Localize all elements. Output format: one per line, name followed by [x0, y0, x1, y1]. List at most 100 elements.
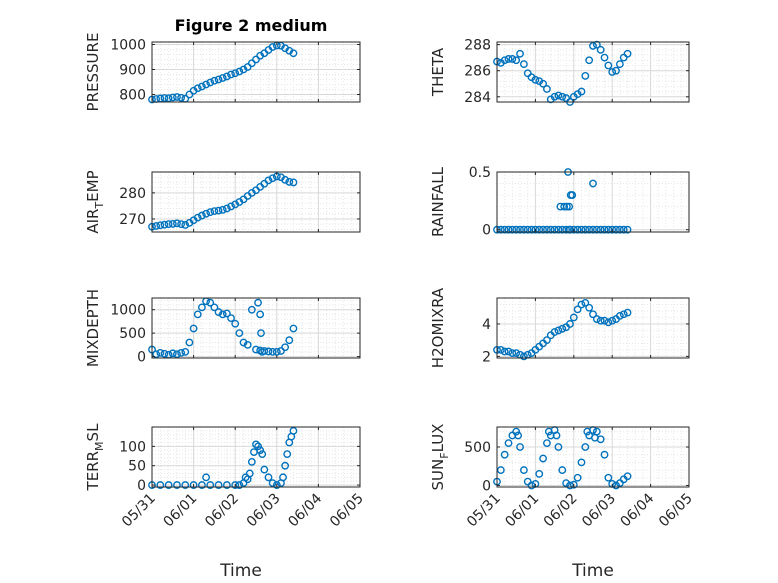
- data-point: [268, 43, 277, 51]
- data-point: [573, 305, 582, 314]
- y-axis-label-part: THETA: [429, 47, 447, 97]
- data-point: [164, 94, 173, 103]
- data-point: [531, 225, 540, 234]
- data-point: [173, 93, 181, 101]
- data-point: [189, 481, 198, 489]
- data-point: [577, 300, 586, 309]
- data-point: [554, 225, 563, 234]
- data-point: [198, 303, 206, 312]
- data-point: [581, 443, 590, 451]
- y-tick-label: 0: [137, 350, 146, 366]
- data-point: [589, 179, 597, 188]
- data-point: [543, 439, 551, 448]
- data-point: [569, 313, 578, 322]
- data-point: [235, 329, 244, 338]
- y-tick-label: 0: [482, 478, 491, 494]
- data-point: [289, 49, 298, 58]
- data-point: [516, 49, 524, 58]
- data-point: [543, 225, 551, 234]
- data-point: [566, 481, 574, 490]
- y-tick-label: 0.5: [469, 165, 491, 181]
- data-point: [619, 53, 628, 62]
- data-point: [214, 75, 223, 84]
- data-point: [168, 349, 177, 358]
- data-point: [222, 481, 231, 489]
- data-point: [581, 298, 590, 307]
- data-point: [281, 461, 290, 470]
- y-axis-label-subscript: F: [438, 452, 451, 458]
- data-point: [512, 225, 521, 234]
- data-point: [535, 225, 544, 234]
- data-point: [519, 225, 528, 234]
- data-point: [258, 450, 267, 458]
- data-point: [281, 343, 290, 352]
- data-point: [543, 85, 551, 93]
- data-point: [152, 222, 161, 230]
- data-point: [156, 481, 165, 489]
- y-tick-label: 2: [482, 349, 491, 365]
- data-point: [623, 308, 632, 317]
- data-point: [600, 450, 609, 459]
- y-tick-label: 280: [119, 186, 146, 202]
- y-axis-label-part: RAINFALL: [429, 166, 447, 237]
- data-point: [591, 433, 599, 442]
- data-point: [596, 225, 605, 234]
- data-point: [247, 457, 256, 466]
- data-point: [577, 458, 586, 467]
- data-point: [608, 68, 617, 76]
- data-point: [193, 84, 202, 93]
- subplot-3: 270 280 AIRTEMP: [84, 170, 361, 234]
- data-point: [581, 225, 590, 234]
- x-axis-label: Time: [219, 561, 262, 581]
- data-point: [181, 348, 190, 356]
- data-point: [589, 225, 597, 234]
- data-point: [214, 308, 223, 316]
- data-point: [189, 324, 198, 333]
- axes-box: [496, 297, 690, 359]
- data-point: [523, 69, 532, 78]
- data-point: [235, 67, 244, 76]
- y-axis-label-subscript: M: [93, 441, 106, 451]
- data-point: [496, 466, 505, 474]
- data-point: [496, 345, 505, 354]
- y-tick-label: 270: [119, 212, 146, 228]
- y-tick-label: 4: [482, 317, 491, 333]
- y-axis-label-part: H2OMIXRA: [429, 287, 447, 368]
- data-point: [619, 225, 628, 234]
- data-point: [592, 315, 601, 323]
- axes-box: [496, 41, 690, 103]
- plot-area: [152, 298, 360, 358]
- y-axis-label: TERRMSL: [84, 423, 106, 492]
- data-point: [177, 220, 186, 229]
- data-point: [508, 349, 517, 358]
- data-point: [289, 324, 298, 333]
- data-point: [279, 473, 287, 482]
- data-point: [222, 72, 231, 81]
- data-point: [173, 219, 181, 228]
- y-tick-label: 100: [119, 439, 146, 455]
- data-point: [193, 310, 202, 319]
- data-point: [562, 94, 571, 102]
- data-point: [198, 481, 206, 489]
- data-point: [281, 175, 290, 184]
- y-tick-label: 1000: [110, 38, 146, 54]
- data-point: [173, 481, 181, 489]
- data-point: [531, 75, 540, 84]
- data-point: [589, 42, 597, 50]
- y-axis-label: PRESSURE: [84, 33, 102, 112]
- data-point: [500, 347, 509, 356]
- axes-box: [151, 41, 361, 103]
- data-point: [227, 70, 235, 79]
- plot-area: [497, 172, 689, 232]
- y-axis-label-part: MIXDEPTH: [84, 289, 102, 367]
- data-point: [504, 439, 513, 448]
- data-point: [539, 454, 547, 463]
- data-point: [514, 431, 523, 440]
- data-point: [168, 220, 177, 228]
- data-point: [181, 221, 190, 229]
- data-point: [243, 340, 252, 349]
- data-point: [592, 225, 601, 234]
- data-point: [592, 40, 601, 49]
